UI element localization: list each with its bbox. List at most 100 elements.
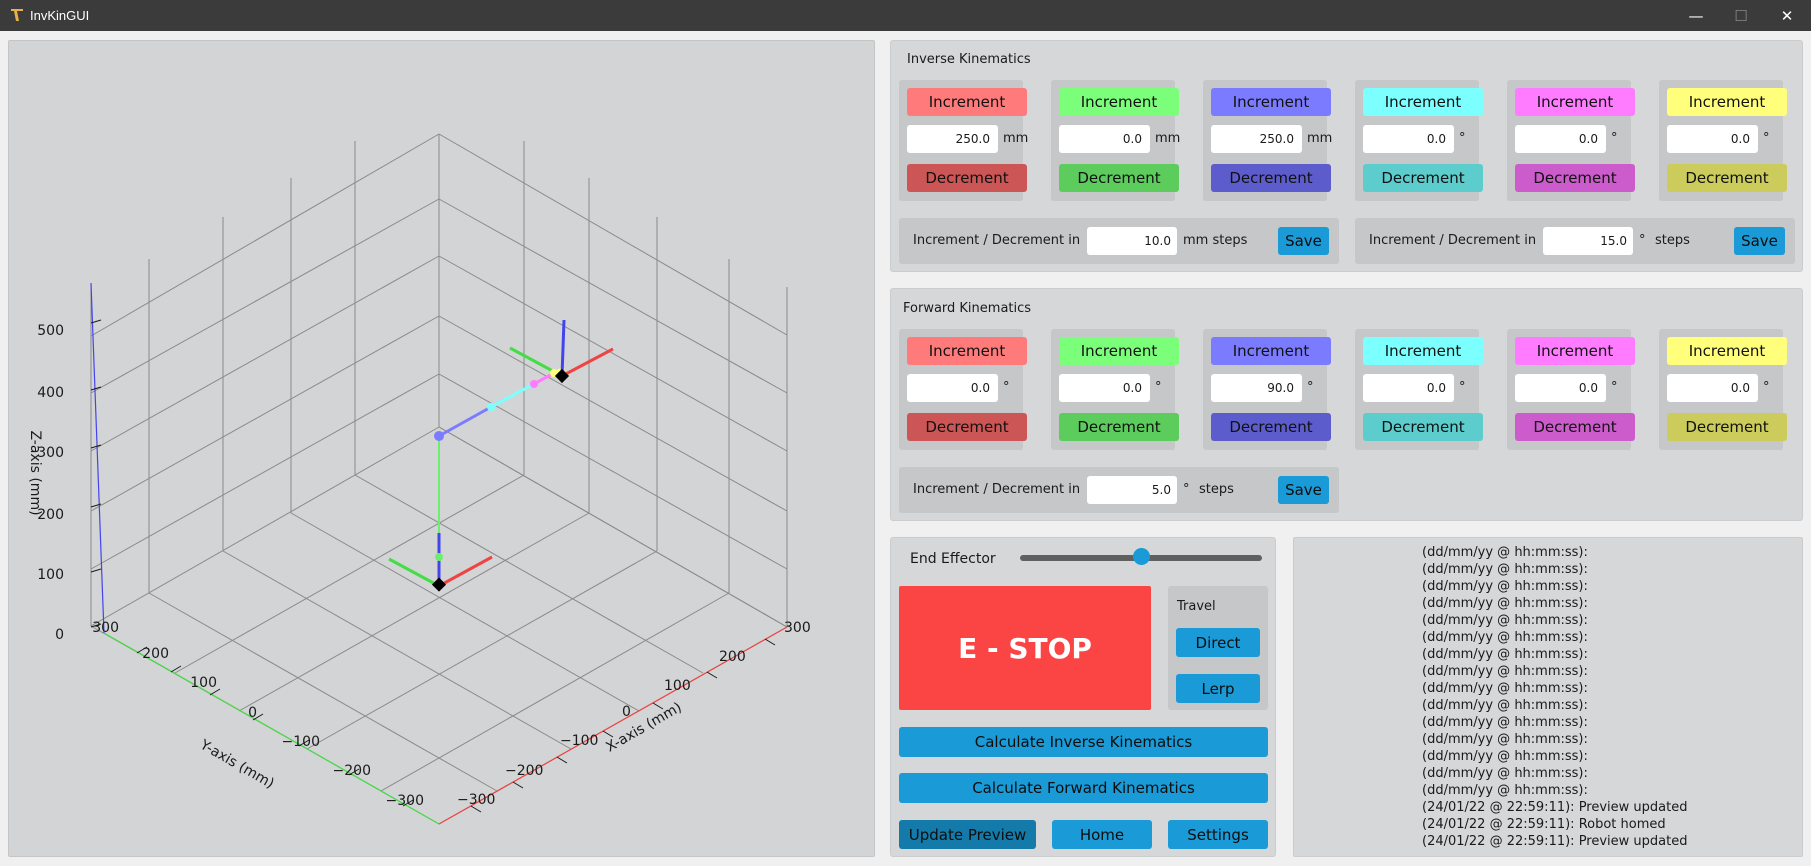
- window-title: InvKinGUI: [30, 8, 90, 23]
- ik-joint-1-increment-button[interactable]: Increment: [907, 88, 1027, 116]
- x-tick-label: 100: [664, 678, 691, 694]
- fk-angular-step-unit-symbol: °: [1183, 482, 1190, 497]
- home-button[interactable]: Home: [1052, 820, 1152, 849]
- ik-angular-step-field[interactable]: 15.0: [1543, 227, 1633, 255]
- fk-joint-2-increment-button[interactable]: Increment: [1059, 337, 1179, 365]
- ik-title: Inverse Kinematics: [907, 52, 1031, 67]
- log-line: (24/01/22 @ 22:59:11): Preview updated: [1422, 834, 1688, 849]
- fk-joint-1-value-field[interactable]: 0.0: [907, 374, 998, 402]
- ik-joint-4-value-field[interactable]: 0.0: [1363, 125, 1454, 153]
- ik-linear-step-field[interactable]: 10.0: [1087, 227, 1177, 255]
- preview-plot[interactable]: 500 400 300 200 100 0 Z-axis (mm) 300 20…: [8, 40, 875, 857]
- z-axis-line: [90, 282, 105, 634]
- fk-joint-1-increment-button[interactable]: Increment: [907, 337, 1027, 365]
- fk-angular-step-unit: steps: [1199, 482, 1234, 497]
- update-preview-button[interactable]: Update Preview: [899, 820, 1036, 849]
- y-tick-label: 200: [142, 646, 169, 662]
- ik-joint-5: Increment 0.0 ° Decrement: [1507, 80, 1635, 201]
- y-tick-label: −100: [282, 734, 320, 750]
- ik-linear-save-button[interactable]: Save: [1278, 227, 1329, 255]
- log-line: (dd/mm/yy @ hh:mm:ss):: [1422, 647, 1588, 662]
- ik-joint-1: Increment 250.0 mm Decrement: [899, 80, 1028, 201]
- fk-joint-4-decrement-button[interactable]: Decrement: [1363, 413, 1483, 441]
- ik-joint-4-increment-button[interactable]: Increment: [1363, 88, 1483, 116]
- z-tick-label: 100: [37, 567, 64, 583]
- fk-joint-3-increment-button[interactable]: Increment: [1211, 337, 1331, 365]
- fk-angular-save-button[interactable]: Save: [1278, 476, 1329, 504]
- fk-angular-step-field[interactable]: 5.0: [1087, 476, 1177, 504]
- minimize-button[interactable]: —: [1673, 0, 1719, 31]
- settings-button[interactable]: Settings: [1168, 820, 1268, 849]
- end-effector-slider-handle[interactable]: [1133, 548, 1150, 565]
- fk-joint-5-unit: °: [1611, 380, 1618, 395]
- log-line: (24/01/22 @ 22:59:11): Robot homed: [1422, 817, 1666, 832]
- x-tick-label: 200: [719, 649, 746, 665]
- fk-joint-6-decrement-button[interactable]: Decrement: [1667, 413, 1787, 441]
- fk-joint-6-increment-button[interactable]: Increment: [1667, 337, 1787, 365]
- fk-joint-2-decrement-button[interactable]: Decrement: [1059, 413, 1179, 441]
- ik-joint-2-increment-button[interactable]: Increment: [1059, 88, 1179, 116]
- ik-joint-6-increment-button[interactable]: Increment: [1667, 88, 1787, 116]
- x-axis-line: [438, 626, 788, 825]
- estop-button[interactable]: E - STOP: [899, 586, 1151, 710]
- z-tick-label: 300: [37, 445, 64, 461]
- ik-joint-3-decrement-button[interactable]: Decrement: [1211, 164, 1331, 192]
- fk-joint-3-unit: °: [1307, 380, 1314, 395]
- fk-joint-4-increment-button[interactable]: Increment: [1363, 337, 1483, 365]
- robot-arm: [388, 319, 614, 592]
- ik-joint-6: Increment 0.0 ° Decrement: [1659, 80, 1787, 201]
- fk-title: Forward Kinematics: [903, 301, 1032, 316]
- fk-joint-2-unit: °: [1155, 380, 1162, 395]
- log-line: (dd/mm/yy @ hh:mm:ss):: [1422, 579, 1588, 594]
- ik-linear-step-bar: Increment / Decrement in 10.0 mm steps S…: [899, 218, 1339, 264]
- ik-joint-6-decrement-button[interactable]: Decrement: [1667, 164, 1787, 192]
- ik-joint-3-value-field[interactable]: 250.0: [1211, 125, 1302, 153]
- direct-travel-button[interactable]: Direct: [1176, 628, 1260, 657]
- ik-angular-step-unit: steps: [1655, 233, 1690, 248]
- ik-joint-3: Increment 250.0 mm Decrement: [1203, 80, 1332, 201]
- z-tick-label: 500: [37, 323, 64, 339]
- fk-joint-3-value-field[interactable]: 90.0: [1211, 374, 1302, 402]
- log-line: (dd/mm/yy @ hh:mm:ss):: [1422, 698, 1588, 713]
- fk-joint-5-value-field[interactable]: 0.0: [1515, 374, 1606, 402]
- ik-angular-step-bar: Increment / Decrement in 15.0 ° steps Sa…: [1355, 218, 1795, 264]
- ik-joint-5-value-field[interactable]: 0.0: [1515, 125, 1606, 153]
- x-tick-label: −200: [505, 763, 543, 779]
- fk-joint-6-unit: °: [1763, 380, 1770, 395]
- z-tick-label: 200: [37, 507, 64, 523]
- ik-joint-5-decrement-button[interactable]: Decrement: [1515, 164, 1635, 192]
- fk-joint-5-increment-button[interactable]: Increment: [1515, 337, 1635, 365]
- x-tick-label: −100: [560, 733, 598, 749]
- ik-joint-1-value-field[interactable]: 250.0: [907, 125, 998, 153]
- log-panel[interactable]: (dd/mm/yy @ hh:mm:ss): (dd/mm/yy @ hh:mm…: [1293, 537, 1803, 857]
- fk-joint-4-unit: °: [1459, 380, 1466, 395]
- close-button[interactable]: ✕: [1764, 0, 1810, 31]
- title-bar: InvKinGUI — ☐ ✕: [0, 0, 1811, 31]
- fk-joint-2-value-field[interactable]: 0.0: [1059, 374, 1150, 402]
- calculate-fk-button[interactable]: Calculate Forward Kinematics: [899, 773, 1268, 803]
- ik-joint-2-decrement-button[interactable]: Decrement: [1059, 164, 1179, 192]
- x-tick-label: 300: [784, 620, 811, 636]
- ik-joint-2-value-field[interactable]: 0.0: [1059, 125, 1150, 153]
- ik-joint-6-value-field[interactable]: 0.0: [1667, 125, 1758, 153]
- lerp-travel-button[interactable]: Lerp: [1176, 674, 1260, 703]
- y-axis-line: [103, 632, 440, 825]
- fk-joint-3-decrement-button[interactable]: Decrement: [1211, 413, 1331, 441]
- ik-joint-1-decrement-button[interactable]: Decrement: [907, 164, 1027, 192]
- fk-joint-1-decrement-button[interactable]: Decrement: [907, 413, 1027, 441]
- y-tick-label: 0: [248, 705, 257, 721]
- log-line: (dd/mm/yy @ hh:mm:ss):: [1422, 596, 1588, 611]
- fk-joint-5-decrement-button[interactable]: Decrement: [1515, 413, 1635, 441]
- calculate-ik-button[interactable]: Calculate Inverse Kinematics: [899, 727, 1268, 757]
- ik-joint-5-increment-button[interactable]: Increment: [1515, 88, 1635, 116]
- ik-joint-4-decrement-button[interactable]: Decrement: [1363, 164, 1483, 192]
- maximize-button[interactable]: ☐: [1718, 0, 1764, 31]
- log-line: (dd/mm/yy @ hh:mm:ss):: [1422, 562, 1588, 577]
- z-axis-label: Z-axis (mm): [27, 430, 43, 515]
- ik-angular-save-button[interactable]: Save: [1734, 227, 1785, 255]
- ik-joint-3-increment-button[interactable]: Increment: [1211, 88, 1331, 116]
- fk-joint-4-value-field[interactable]: 0.0: [1363, 374, 1454, 402]
- log-line: (dd/mm/yy @ hh:mm:ss):: [1422, 732, 1588, 747]
- fk-joint-6-value-field[interactable]: 0.0: [1667, 374, 1758, 402]
- ik-linear-step-label: Increment / Decrement in: [913, 233, 1081, 248]
